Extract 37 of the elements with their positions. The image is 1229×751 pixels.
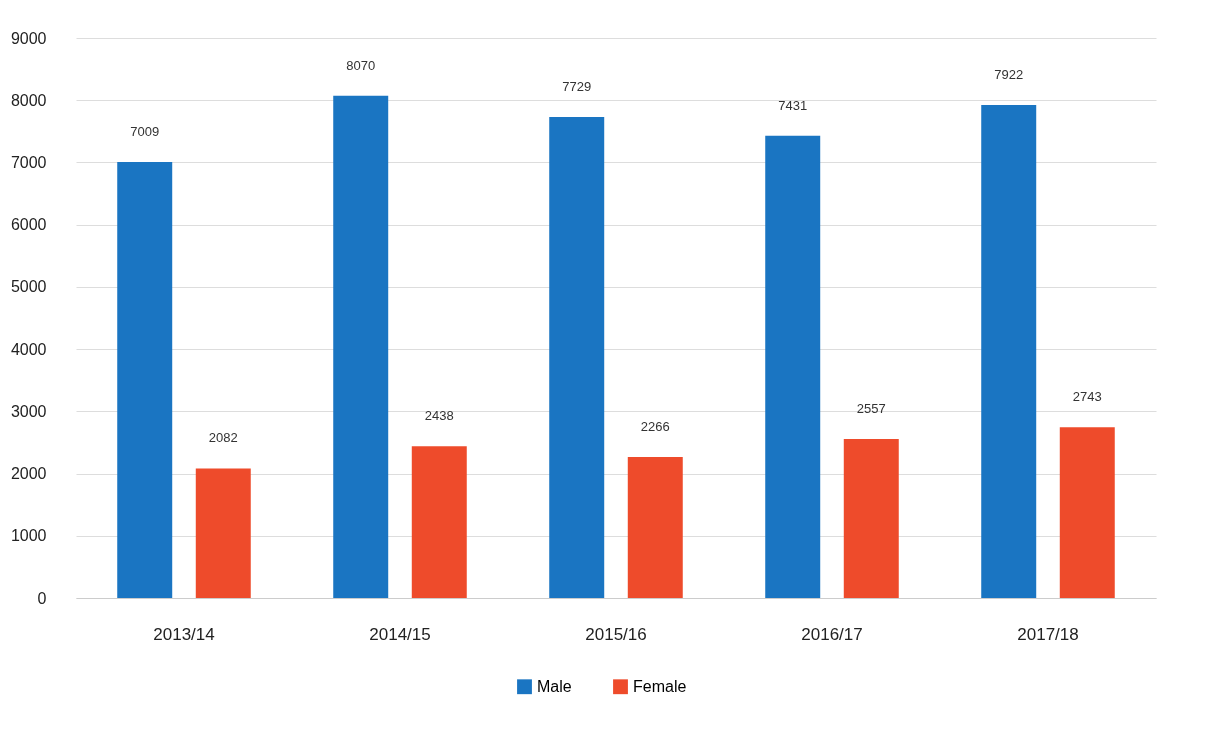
y-tick-label: 8000 [10,91,47,109]
y-tick-label: 9000 [10,29,47,47]
bar [195,468,251,598]
bar [117,161,173,598]
data-label: 2743 [1072,389,1102,405]
data-label: 8070 [346,57,376,73]
legend-label: Female [633,677,687,695]
data-label: 7922 [994,67,1024,83]
y-tick-label: 6000 [10,216,47,234]
y-tick-label: 2000 [10,465,47,483]
data-label: 2266 [640,419,670,434]
x-tick-label: 2017/18 [1017,624,1079,644]
x-tick-label: 2015/16 [585,624,647,644]
bar [765,135,821,598]
bar [627,457,683,598]
y-tick-label: 1000 [10,527,47,545]
data-label: 7431 [778,97,808,113]
bar [843,438,899,598]
bar [333,95,389,598]
x-tick-label: 2013/14 [153,624,215,644]
data-label: 2557 [856,400,886,416]
x-tick-label: 2014/15 [369,624,431,644]
y-tick-label: 7000 [10,153,47,171]
data-label: 2438 [424,408,454,424]
legend-label: Male [537,677,572,695]
y-tick-label: 3000 [10,402,47,420]
bar [981,105,1037,598]
y-tick-label: 5000 [10,278,47,296]
x-tick-label: 2016/17 [801,624,863,644]
y-tick-label: 0 [37,589,47,607]
bar [411,446,467,598]
data-label: 7729 [562,79,592,95]
data-label: 2082 [208,430,238,446]
bar [1059,427,1115,598]
data-label: 7009 [130,123,160,139]
bar [549,117,605,598]
y-tick-label: 4000 [10,340,47,358]
